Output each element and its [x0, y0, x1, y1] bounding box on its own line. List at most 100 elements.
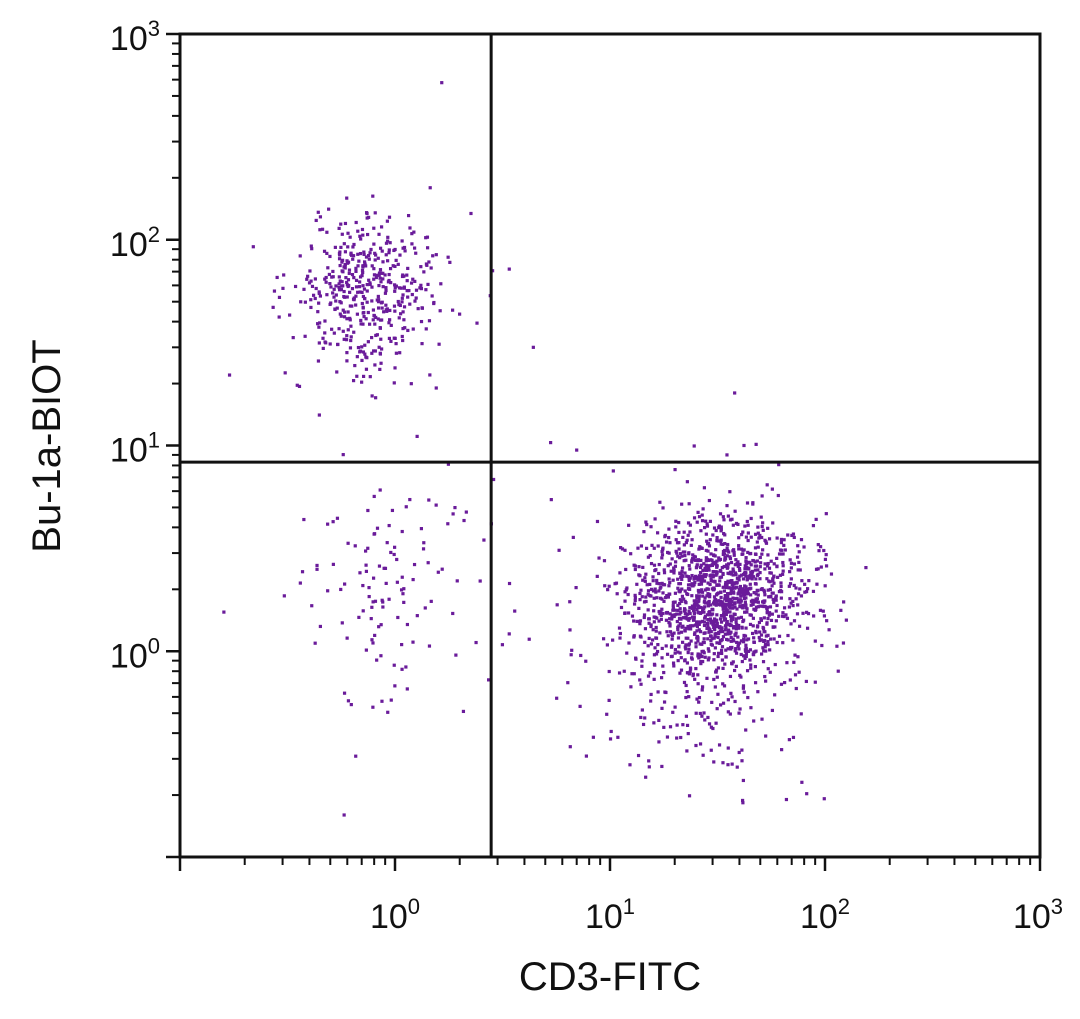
event-point	[719, 620, 724, 624]
event-point	[317, 291, 321, 295]
event-point	[723, 594, 727, 598]
event-point	[291, 336, 295, 340]
event-point	[659, 613, 663, 617]
event-point	[804, 679, 808, 684]
event-point	[754, 631, 758, 635]
event-point	[608, 737, 613, 741]
event-point	[683, 645, 687, 649]
event-point	[680, 625, 684, 629]
event-point	[741, 603, 745, 607]
event-point	[282, 594, 286, 598]
event-point	[753, 582, 758, 586]
event-point	[411, 277, 415, 281]
event-point	[734, 627, 738, 631]
event-point	[714, 548, 718, 552]
event-point	[772, 600, 776, 604]
event-point	[384, 241, 389, 245]
event-point	[419, 527, 424, 531]
event-point	[731, 617, 735, 621]
event-point	[507, 267, 511, 271]
event-point	[649, 587, 654, 591]
event-point	[789, 622, 793, 626]
event-point	[735, 576, 740, 580]
event-point	[741, 530, 745, 534]
event-point	[387, 336, 391, 341]
event-point	[665, 630, 669, 634]
event-point	[458, 312, 462, 316]
event-point	[568, 600, 572, 604]
event-point	[398, 253, 402, 257]
event-point	[381, 600, 385, 604]
event-point	[644, 572, 648, 576]
event-point	[696, 510, 700, 514]
event-point	[393, 283, 397, 287]
event-point	[704, 573, 708, 577]
event-point	[337, 257, 342, 261]
event-point	[738, 562, 742, 566]
event-point	[664, 618, 669, 622]
event-point	[752, 653, 756, 657]
event-point	[414, 251, 418, 255]
event-point	[340, 260, 344, 264]
event-point	[814, 567, 819, 571]
event-point	[354, 278, 359, 282]
event-point	[735, 623, 739, 627]
event-point	[701, 507, 705, 511]
event-point	[753, 664, 757, 669]
event-point	[323, 331, 327, 335]
event-point	[636, 753, 641, 758]
event-point	[668, 562, 672, 566]
event-point	[649, 561, 654, 566]
event-point	[745, 578, 749, 582]
event-point	[769, 571, 773, 575]
event-point	[682, 543, 686, 547]
event-point	[400, 642, 404, 647]
event-point	[625, 651, 629, 655]
event-point	[333, 245, 337, 249]
event-point	[741, 587, 745, 591]
event-point	[731, 660, 735, 664]
y-tick-label: 101	[110, 428, 160, 470]
event-point	[710, 608, 714, 612]
event-point	[332, 331, 336, 335]
event-point	[374, 333, 378, 338]
event-point	[354, 220, 358, 225]
event-point	[756, 545, 760, 549]
event-point	[348, 316, 352, 320]
event-point	[397, 286, 402, 290]
event-point	[775, 640, 779, 645]
event-point	[801, 611, 805, 615]
event-point	[374, 253, 378, 257]
event-point	[617, 626, 622, 630]
event-point	[763, 645, 767, 649]
event-point	[642, 615, 646, 620]
event-point	[771, 625, 775, 629]
event-point	[448, 260, 452, 264]
event-point	[718, 617, 723, 621]
event-point	[730, 762, 734, 766]
event-point	[736, 644, 740, 648]
event-point	[342, 315, 347, 319]
event-point	[309, 298, 313, 302]
event-point	[799, 712, 803, 716]
event-point	[721, 666, 725, 670]
event-point	[491, 477, 496, 482]
event-point	[739, 675, 743, 679]
event-point	[697, 597, 701, 601]
event-point	[406, 295, 410, 299]
event-point	[750, 572, 754, 577]
event-point	[412, 246, 417, 250]
event-point	[763, 674, 767, 679]
event-point	[675, 736, 679, 740]
event-point	[774, 598, 778, 602]
event-point	[749, 563, 753, 567]
event-point	[366, 310, 370, 315]
event-point	[331, 269, 335, 274]
event-point	[717, 583, 721, 587]
event-point	[728, 557, 733, 561]
event-point	[405, 622, 410, 627]
event-point	[739, 615, 744, 619]
event-point	[679, 668, 684, 672]
event-point	[754, 442, 758, 446]
event-point	[779, 590, 784, 594]
